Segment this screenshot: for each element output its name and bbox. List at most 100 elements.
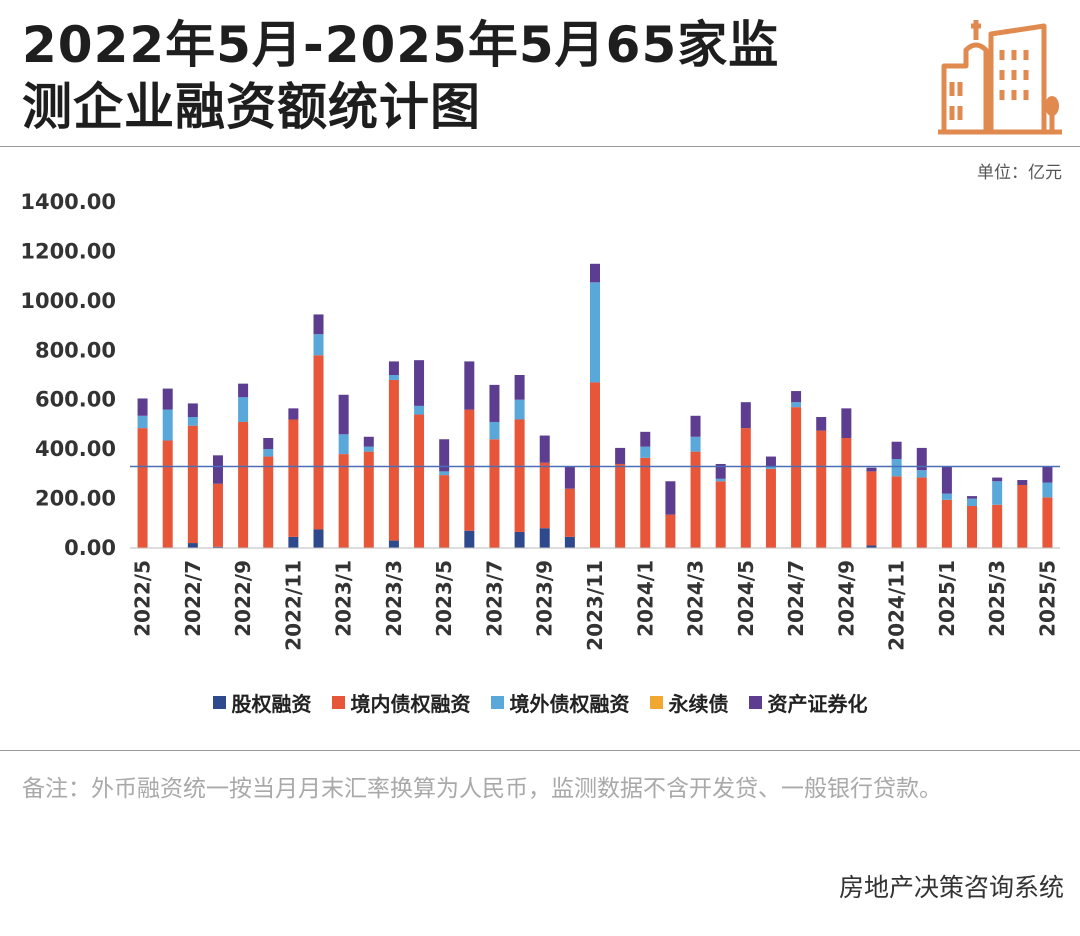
bar-segment — [137, 415, 148, 429]
bar-segment — [615, 447, 626, 464]
y-tick-label: 400.00 — [35, 437, 116, 461]
x-tick-label: 2022/9 — [231, 560, 255, 637]
bar-segment — [640, 431, 651, 447]
bar-segment — [765, 456, 776, 467]
y-tick-label: 200.00 — [35, 487, 116, 511]
y-tick-label: 800.00 — [35, 338, 116, 362]
bar-segment — [992, 477, 1003, 482]
bar-segment — [137, 428, 148, 548]
bar-segment — [439, 471, 450, 476]
bar-segment — [816, 430, 827, 548]
bar-segment — [866, 545, 877, 548]
legend-item: 境外债权融资 — [490, 688, 630, 717]
legend-swatch — [649, 696, 663, 709]
bar-segment — [1017, 480, 1028, 485]
bar-segment — [866, 467, 877, 472]
chart-title: 2022年5月-2025年5月65家监 测企业融资额统计图 — [22, 14, 902, 138]
bar-segment — [640, 446, 651, 458]
bar-segment — [238, 397, 249, 422]
bar-segment — [564, 536, 575, 548]
bar-segment — [263, 438, 274, 450]
unit-label: 单位：亿元 — [977, 163, 1062, 183]
bar-segment — [464, 530, 475, 548]
bar-segment — [967, 498, 978, 506]
y-tick-label: 1200.00 — [20, 239, 116, 263]
bar-segment — [187, 543, 198, 548]
bar-segment — [740, 428, 751, 548]
x-tick-label: 2023/9 — [533, 560, 557, 637]
legend-label: 永续债 — [668, 692, 729, 716]
bar-segment — [338, 394, 349, 435]
bar-segment — [791, 402, 802, 408]
bar-segment — [916, 477, 927, 548]
bar-segment — [891, 476, 902, 548]
bar-segment — [715, 478, 726, 482]
legend-swatch — [212, 696, 226, 709]
bar-segment — [590, 282, 600, 383]
legend-label: 境内债权融资 — [350, 692, 471, 716]
bar-segment — [439, 439, 450, 472]
bar-segment — [338, 434, 349, 455]
bar-segment — [288, 408, 299, 420]
x-tick-label: 2023/11 — [583, 560, 607, 651]
bar-segment — [866, 471, 877, 546]
bar-segment — [514, 419, 525, 532]
bar-segment — [464, 361, 475, 410]
bar-segment — [715, 463, 726, 479]
x-tick-label: 2025/3 — [985, 560, 1009, 637]
legend-swatch — [748, 696, 762, 709]
bar-segment — [288, 536, 299, 548]
bar-segment — [791, 391, 802, 403]
bar-segment — [941, 499, 952, 548]
bar-segment — [941, 493, 952, 500]
bar-segment — [464, 409, 475, 531]
bar-segment — [690, 451, 701, 548]
legend-label: 资产证券化 — [767, 692, 868, 716]
bar-segment — [1042, 482, 1053, 498]
bar-segment — [313, 314, 324, 335]
bar-segment — [967, 505, 978, 548]
bar-segment — [313, 529, 324, 548]
bar-segment — [992, 481, 1003, 505]
x-tick-label: 2025/1 — [935, 560, 959, 637]
x-tick-label: 2023/1 — [332, 560, 356, 637]
bar-segment — [313, 355, 324, 530]
bar-segment — [816, 417, 827, 431]
bar-segment — [212, 483, 223, 547]
x-tick-label: 2022/5 — [131, 560, 155, 637]
bar-segment — [388, 540, 399, 548]
legend-swatch — [331, 696, 345, 709]
bar-segment — [891, 441, 902, 460]
x-tick-label: 2024/9 — [834, 560, 858, 637]
bar-segment — [137, 398, 148, 416]
legend-swatch — [490, 696, 504, 709]
bar-segment — [288, 419, 299, 537]
legend-item: 资产证券化 — [748, 688, 868, 717]
bar-segment — [564, 466, 575, 489]
x-tick-label: 2024/1 — [633, 560, 657, 637]
header-divider — [0, 146, 1080, 147]
x-tick-label: 2024/3 — [684, 560, 708, 637]
bar-segment — [514, 375, 525, 400]
bar-segment — [665, 481, 676, 515]
bar-segment — [388, 361, 399, 375]
x-tick-label: 2023/5 — [432, 560, 456, 637]
source-label: 房地产决策咨询系统 — [838, 873, 1064, 902]
bar-segment — [162, 409, 173, 441]
bar-segment — [841, 408, 852, 439]
bar-segment — [740, 402, 751, 429]
bar-segment — [162, 440, 173, 548]
bar-segment — [414, 405, 425, 415]
y-tick-label: 1000.00 — [20, 289, 116, 313]
bar-segment — [363, 451, 374, 548]
x-tick-label: 2022/7 — [181, 560, 205, 637]
legend-label: 境外债权融资 — [509, 692, 630, 716]
bar-segment — [489, 384, 500, 422]
bar-segment — [514, 399, 525, 420]
chart-legend: 股权融资 境内债权融资 境外债权融资 永续债 资产证券化 — [0, 688, 1080, 717]
y-tick-label: 1400.00 — [20, 190, 116, 214]
bar-segment — [791, 407, 802, 548]
x-tick-label: 2024/5 — [734, 560, 758, 637]
legend-label: 股权融资 — [231, 692, 312, 716]
bar-segment — [212, 455, 223, 484]
